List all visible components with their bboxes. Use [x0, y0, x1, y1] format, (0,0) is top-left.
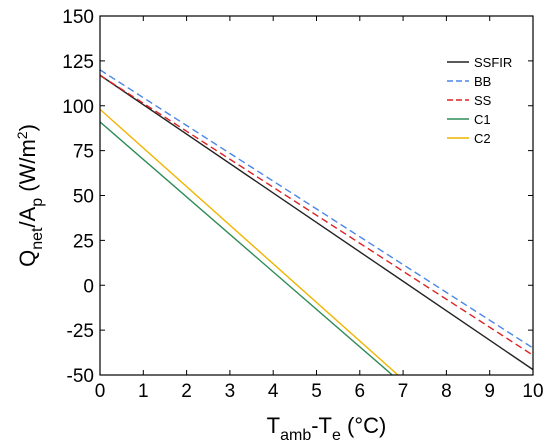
y-tick-label: 25	[73, 231, 94, 252]
series-line-c1	[100, 121, 393, 375]
legend: SSFIR BB SS C1 C2	[447, 55, 512, 146]
y-tick-label: -25	[67, 321, 94, 342]
x-tick-label: 0	[95, 381, 106, 402]
axis-ticks: 0 1 2 3 4 5 6 7 8 9 10 -50 -25 0 25 50 75 100 125 150	[62, 7, 543, 402]
legend-label-ss: SS	[474, 93, 492, 108]
series-line-ss	[100, 74, 533, 356]
x-tick-label: 6	[355, 381, 366, 402]
y-label-sub2: p	[29, 198, 46, 207]
y-label-sub1: net	[29, 227, 46, 250]
y-tick-label: 50	[73, 187, 94, 208]
y-tick-label: 100	[62, 97, 94, 118]
x-tick-label: 2	[181, 381, 192, 402]
y-axis-label: Qnet/Ap (W/m2)	[14, 124, 46, 267]
plot-lines	[100, 69, 533, 375]
x-label-sub1: amb	[280, 427, 311, 444]
x-tick-label: 4	[268, 381, 279, 402]
legend-label-ssfir: SSFIR	[474, 55, 512, 70]
y-tick-label: 150	[62, 7, 94, 28]
x-tick-label: 8	[441, 381, 452, 402]
x-label-mid: -T	[311, 413, 332, 438]
x-tick-label: 7	[398, 381, 409, 402]
x-tick-label: 5	[311, 381, 322, 402]
y-tick-label: 75	[73, 142, 94, 163]
series-line-c2	[100, 108, 399, 375]
y-label-mid: /A	[15, 206, 40, 227]
y-tick-label: 125	[62, 52, 94, 73]
series-line-ssfir	[100, 74, 533, 371]
legend-label-c1: C1	[474, 112, 491, 127]
x-axis-label: Tamb-Te (°C)	[267, 413, 387, 444]
y-label-unit: (W/m	[15, 139, 40, 198]
x-label-sub2: e	[332, 427, 341, 444]
plot-frame	[99, 15, 534, 376]
x-label-main: T	[267, 413, 280, 438]
x-tick-label: 3	[225, 381, 236, 402]
x-label-unit: (°C)	[341, 413, 386, 438]
x-tick-label: 1	[138, 381, 149, 402]
legend-label-c2: C2	[474, 131, 491, 146]
y-label-main: Q	[15, 250, 40, 267]
y-tick-label: 0	[83, 276, 94, 297]
y-label-sup: 2	[14, 131, 30, 139]
y-tick-label: -50	[67, 366, 94, 387]
x-tick-label: 9	[484, 381, 495, 402]
series-line-bb	[100, 69, 533, 349]
x-tick-label: 10	[522, 381, 543, 402]
legend-label-bb: BB	[474, 74, 491, 89]
y-label-close: )	[15, 124, 40, 131]
